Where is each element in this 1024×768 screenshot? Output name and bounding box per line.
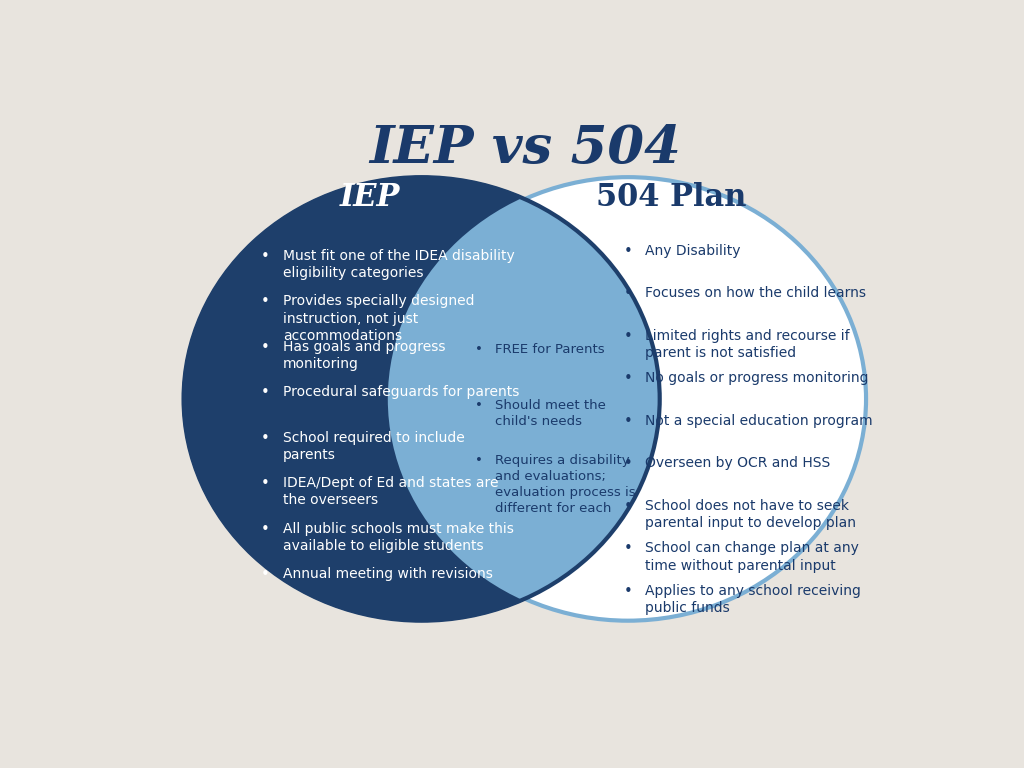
Text: School required to include
parents: School required to include parents — [283, 431, 465, 462]
Text: Provides specially designed
instruction, not just
accommodations: Provides specially designed instruction,… — [283, 294, 474, 343]
Text: IDEA/Dept of Ed and states are
the overseers: IDEA/Dept of Ed and states are the overs… — [283, 476, 499, 508]
Text: •: • — [475, 399, 482, 412]
Text: Requires a disability
and evaluations;
evaluation process is
different for each: Requires a disability and evaluations; e… — [495, 455, 635, 515]
Text: Not a special education program: Not a special education program — [645, 414, 873, 428]
Text: Overseen by OCR and HSS: Overseen by OCR and HSS — [645, 456, 830, 470]
Text: •: • — [624, 371, 633, 386]
Text: FREE for Parents: FREE for Parents — [495, 343, 604, 356]
Text: •: • — [624, 286, 633, 301]
Circle shape — [390, 177, 866, 621]
Text: Has goals and progress
monitoring: Has goals and progress monitoring — [283, 339, 445, 371]
Text: •: • — [261, 431, 269, 445]
Text: School can change plan at any
time without parental input: School can change plan at any time witho… — [645, 541, 859, 572]
Text: •: • — [624, 541, 633, 556]
Text: •: • — [261, 249, 269, 264]
Circle shape — [390, 177, 866, 621]
Text: •: • — [624, 414, 633, 429]
Text: •: • — [261, 339, 269, 355]
Text: IEP vs 504: IEP vs 504 — [369, 123, 681, 174]
Text: •: • — [624, 456, 633, 472]
Text: Any Disability: Any Disability — [645, 243, 741, 258]
Text: •: • — [261, 521, 269, 537]
Text: IEP: IEP — [340, 181, 400, 213]
Text: •: • — [624, 584, 633, 599]
Text: School does not have to seek
parental input to develop plan: School does not have to seek parental in… — [645, 498, 856, 530]
Text: All public schools must make this
available to eligible students: All public schools must make this availa… — [283, 521, 514, 553]
Text: Focuses on how the child learns: Focuses on how the child learns — [645, 286, 866, 300]
Text: •: • — [475, 455, 482, 468]
Text: •: • — [261, 567, 269, 582]
Text: •: • — [624, 329, 633, 344]
Text: Annual meeting with revisions: Annual meeting with revisions — [283, 567, 493, 581]
Text: Applies to any school receiving
public funds: Applies to any school receiving public f… — [645, 584, 861, 615]
Text: No goals or progress monitoring: No goals or progress monitoring — [645, 371, 869, 386]
Text: •: • — [624, 498, 633, 514]
Text: •: • — [624, 243, 633, 259]
Text: 504 Plan: 504 Plan — [596, 181, 746, 213]
Text: Must fit one of the IDEA disability
eligibility categories: Must fit one of the IDEA disability elig… — [283, 249, 514, 280]
Text: •: • — [261, 294, 269, 310]
Text: Should meet the
child's needs: Should meet the child's needs — [495, 399, 605, 428]
Text: •: • — [261, 476, 269, 492]
Text: Limited rights and recourse if
parent is not satisfied: Limited rights and recourse if parent is… — [645, 329, 850, 360]
Text: •: • — [475, 343, 482, 356]
Text: Procedural safeguards for parents: Procedural safeguards for parents — [283, 386, 519, 399]
Circle shape — [183, 177, 659, 621]
Text: •: • — [261, 386, 269, 400]
